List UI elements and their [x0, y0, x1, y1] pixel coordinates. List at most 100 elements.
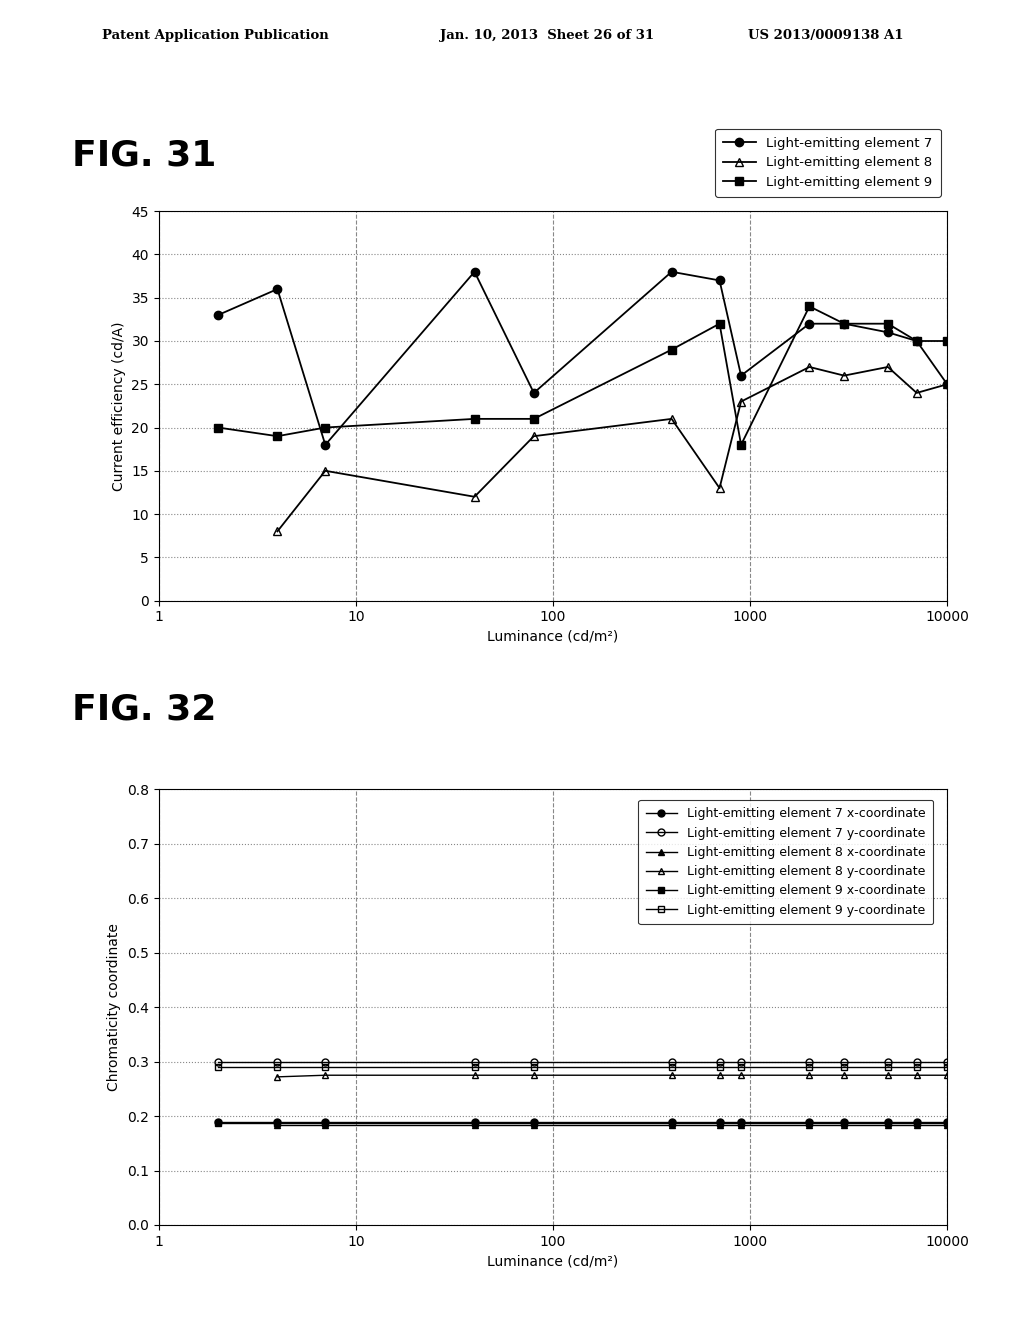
Line: Light-emitting element 7 x-coordinate: Light-emitting element 7 x-coordinate	[215, 1118, 950, 1125]
Light-emitting element 7 y-coordinate	[319, 1053, 332, 1069]
Light-emitting element 7 x-coordinate	[212, 1114, 224, 1130]
Light-emitting element 9 x-coordinate	[468, 1114, 480, 1130]
Light-emitting element 8 x-coordinate	[910, 1118, 923, 1134]
Light-emitting element 7	[910, 333, 923, 348]
Light-emitting element 7 x-coordinate	[666, 1114, 678, 1130]
Light-emitting element 9	[910, 333, 923, 348]
Light-emitting element 9 y-coordinate	[468, 1059, 480, 1074]
Light-emitting element 9 y-coordinate	[319, 1059, 332, 1074]
Light-emitting element 7 x-coordinate	[319, 1114, 332, 1130]
Line: Light-emitting element 7 y-coordinate: Light-emitting element 7 y-coordinate	[215, 1059, 950, 1065]
Y-axis label: Chromaticity coordinate: Chromaticity coordinate	[108, 923, 122, 1092]
Light-emitting element 9 y-coordinate	[527, 1059, 540, 1074]
Light-emitting element 7 y-coordinate	[212, 1053, 224, 1069]
Line: Light-emitting element 8 y-coordinate: Light-emitting element 8 y-coordinate	[274, 1072, 950, 1080]
Light-emitting element 8	[666, 411, 678, 426]
Light-emitting element 7	[803, 315, 815, 331]
Light-emitting element 7 y-coordinate	[666, 1053, 678, 1069]
Light-emitting element 9	[527, 411, 540, 426]
Light-emitting element 8 x-coordinate	[271, 1118, 284, 1134]
Line: Light-emitting element 7: Light-emitting element 7	[214, 268, 951, 449]
Text: US 2013/0009138 A1: US 2013/0009138 A1	[748, 29, 903, 42]
Text: FIG. 31: FIG. 31	[72, 139, 216, 173]
Light-emitting element 8 y-coordinate	[910, 1068, 923, 1084]
Light-emitting element 8	[910, 385, 923, 401]
Light-emitting element 9 x-coordinate	[910, 1114, 923, 1130]
X-axis label: Luminance (cd/m²): Luminance (cd/m²)	[487, 630, 618, 644]
Light-emitting element 8	[735, 393, 748, 409]
Light-emitting element 7	[212, 308, 224, 323]
Light-emitting element 8 x-coordinate	[882, 1118, 894, 1134]
Text: Patent Application Publication: Patent Application Publication	[102, 29, 329, 42]
Line: Light-emitting element 8: Light-emitting element 8	[273, 363, 951, 536]
Line: Light-emitting element 9 x-coordinate: Light-emitting element 9 x-coordinate	[215, 1119, 950, 1126]
Light-emitting element 8	[882, 359, 894, 375]
Light-emitting element 9	[468, 411, 480, 426]
Light-emitting element 8	[271, 524, 284, 540]
Light-emitting element 9	[941, 333, 953, 348]
Text: Jan. 10, 2013  Sheet 26 of 31: Jan. 10, 2013 Sheet 26 of 31	[440, 29, 654, 42]
Light-emitting element 8	[838, 368, 850, 384]
Light-emitting element 8 y-coordinate	[735, 1068, 748, 1084]
X-axis label: Luminance (cd/m²): Luminance (cd/m²)	[487, 1254, 618, 1269]
Light-emitting element 7	[735, 368, 748, 384]
Light-emitting element 7 x-coordinate	[882, 1114, 894, 1130]
Light-emitting element 9 x-coordinate	[882, 1114, 894, 1130]
Legend: Light-emitting element 7 x-coordinate, Light-emitting element 7 y-coordinate, Li: Light-emitting element 7 x-coordinate, L…	[638, 800, 933, 924]
Light-emitting element 7 x-coordinate	[468, 1114, 480, 1130]
Light-emitting element 8 y-coordinate	[838, 1068, 850, 1084]
Line: Light-emitting element 8 x-coordinate: Light-emitting element 8 x-coordinate	[274, 1122, 950, 1129]
Light-emitting element 9 y-coordinate	[666, 1059, 678, 1074]
Y-axis label: Current efficiency (cd/A): Current efficiency (cd/A)	[112, 321, 126, 491]
Legend: Light-emitting element 7, Light-emitting element 8, Light-emitting element 9: Light-emitting element 7, Light-emitting…	[715, 129, 941, 197]
Light-emitting element 8 x-coordinate	[838, 1118, 850, 1134]
Light-emitting element 7	[468, 264, 480, 280]
Light-emitting element 8 y-coordinate	[527, 1068, 540, 1084]
Light-emitting element 9 x-coordinate	[838, 1114, 850, 1130]
Line: Light-emitting element 9: Light-emitting element 9	[214, 302, 951, 449]
Light-emitting element 9 x-coordinate	[527, 1114, 540, 1130]
Light-emitting element 9	[666, 342, 678, 358]
Light-emitting element 9 y-coordinate	[212, 1059, 224, 1074]
Light-emitting element 7 x-coordinate	[910, 1114, 923, 1130]
Light-emitting element 9	[735, 437, 748, 453]
Light-emitting element 8	[803, 359, 815, 375]
Light-emitting element 9 x-coordinate	[666, 1114, 678, 1130]
Light-emitting element 8	[941, 376, 953, 392]
Light-emitting element 7 x-coordinate	[941, 1114, 953, 1130]
Light-emitting element 9 x-coordinate	[803, 1114, 815, 1130]
Light-emitting element 9 x-coordinate	[941, 1114, 953, 1130]
Light-emitting element 9	[838, 315, 850, 331]
Light-emitting element 8	[714, 480, 726, 496]
Light-emitting element 8	[468, 488, 480, 504]
Light-emitting element 8 x-coordinate	[666, 1118, 678, 1134]
Light-emitting element 7 y-coordinate	[468, 1053, 480, 1069]
Light-emitting element 7 y-coordinate	[803, 1053, 815, 1069]
Light-emitting element 7	[527, 385, 540, 401]
Light-emitting element 7 y-coordinate	[941, 1053, 953, 1069]
Light-emitting element 7 x-coordinate	[714, 1114, 726, 1130]
Light-emitting element 9 y-coordinate	[735, 1059, 748, 1074]
Light-emitting element 9	[882, 315, 894, 331]
Light-emitting element 7 y-coordinate	[838, 1053, 850, 1069]
Light-emitting element 8 x-coordinate	[468, 1118, 480, 1134]
Light-emitting element 7	[838, 315, 850, 331]
Light-emitting element 9 y-coordinate	[838, 1059, 850, 1074]
Light-emitting element 8 x-coordinate	[714, 1118, 726, 1134]
Light-emitting element 7	[666, 264, 678, 280]
Light-emitting element 9 x-coordinate	[714, 1114, 726, 1130]
Light-emitting element 9 x-coordinate	[319, 1114, 332, 1130]
Light-emitting element 7 x-coordinate	[803, 1114, 815, 1130]
Light-emitting element 8 y-coordinate	[468, 1068, 480, 1084]
Light-emitting element 9 y-coordinate	[910, 1059, 923, 1074]
Light-emitting element 9	[803, 298, 815, 314]
Light-emitting element 7 x-coordinate	[527, 1114, 540, 1130]
Light-emitting element 8 y-coordinate	[882, 1068, 894, 1084]
Light-emitting element 7 y-coordinate	[714, 1053, 726, 1069]
Light-emitting element 8 y-coordinate	[803, 1068, 815, 1084]
Light-emitting element 9	[212, 420, 224, 436]
Light-emitting element 7 y-coordinate	[735, 1053, 748, 1069]
Light-emitting element 8 y-coordinate	[666, 1068, 678, 1084]
Light-emitting element 8	[319, 463, 332, 479]
Light-emitting element 8	[527, 428, 540, 444]
